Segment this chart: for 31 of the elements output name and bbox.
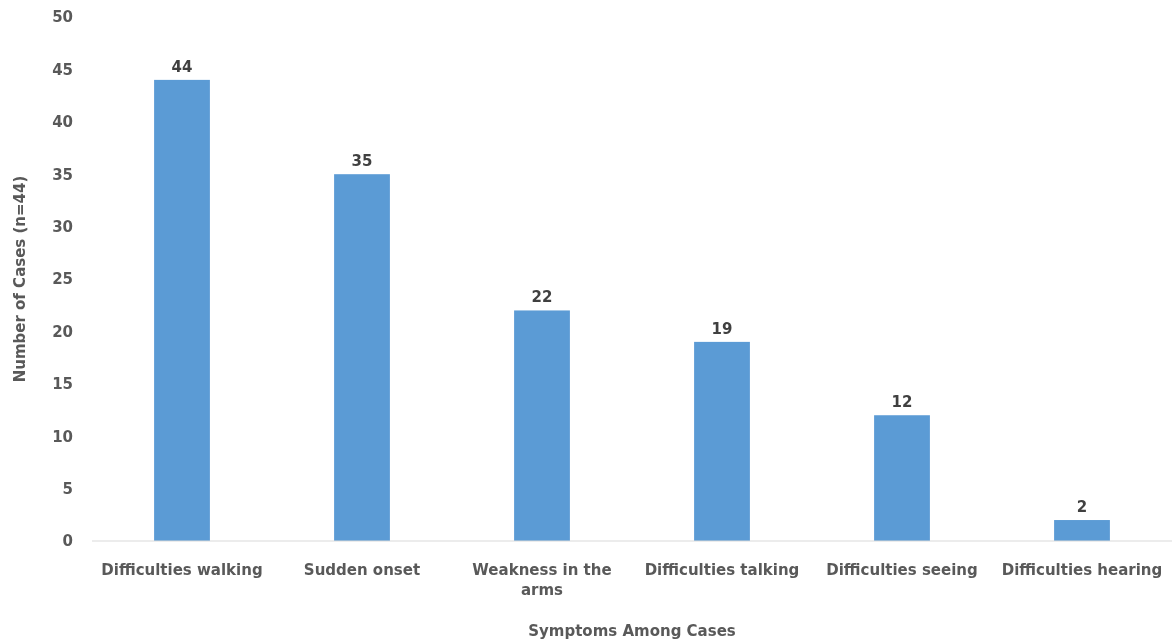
data-label: 22 bbox=[531, 288, 553, 307]
y-tick-label: 15 bbox=[52, 375, 73, 394]
x-tick-label: Difficulties walking bbox=[101, 561, 263, 579]
data-label: 19 bbox=[711, 319, 733, 338]
data-label: 12 bbox=[891, 393, 913, 412]
y-tick-label: 10 bbox=[52, 427, 73, 446]
y-tick-label: 30 bbox=[52, 217, 73, 236]
y-tick-label: 5 bbox=[62, 479, 73, 498]
y-tick-label: 20 bbox=[52, 322, 73, 341]
data-label: 2 bbox=[1076, 498, 1088, 517]
x-tick-label: Difficulties talking bbox=[644, 561, 800, 579]
bar bbox=[1054, 520, 1110, 541]
data-label: 35 bbox=[351, 152, 373, 171]
data-label: 44 bbox=[171, 57, 193, 76]
y-tick-label: 0 bbox=[62, 532, 73, 551]
bar bbox=[514, 310, 570, 541]
y-tick-label: 40 bbox=[52, 113, 73, 132]
x-tick-label: Difficulties hearing bbox=[1001, 561, 1163, 579]
y-tick-label: 45 bbox=[52, 60, 73, 79]
x-tick-label: Difficulties seeing bbox=[826, 561, 978, 579]
x-tick-label: Sudden onset bbox=[303, 561, 421, 579]
bar bbox=[334, 174, 390, 541]
bar bbox=[694, 341, 750, 541]
y-tick-label: 35 bbox=[52, 165, 73, 184]
y-tick-label: 50 bbox=[52, 8, 73, 27]
bar bbox=[874, 415, 930, 541]
x-axis-title: Symptoms Among Cases bbox=[528, 622, 736, 640]
y-axis-title: Number of Cases (n=44) bbox=[11, 175, 29, 383]
bar bbox=[154, 79, 210, 541]
y-tick-label: 25 bbox=[52, 270, 73, 289]
x-tick-label: Weakness in the arms bbox=[472, 561, 612, 599]
